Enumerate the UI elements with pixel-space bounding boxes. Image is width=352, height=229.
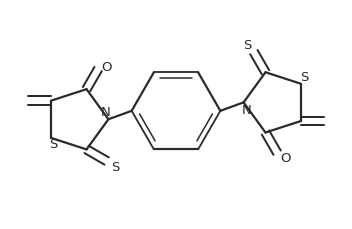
Text: O: O bbox=[280, 152, 291, 165]
Text: S: S bbox=[243, 39, 252, 52]
Text: O: O bbox=[101, 61, 112, 74]
Text: N: N bbox=[242, 104, 252, 117]
Text: S: S bbox=[49, 137, 57, 150]
Text: N: N bbox=[100, 106, 110, 119]
Text: S: S bbox=[300, 71, 308, 84]
Text: S: S bbox=[111, 160, 119, 173]
